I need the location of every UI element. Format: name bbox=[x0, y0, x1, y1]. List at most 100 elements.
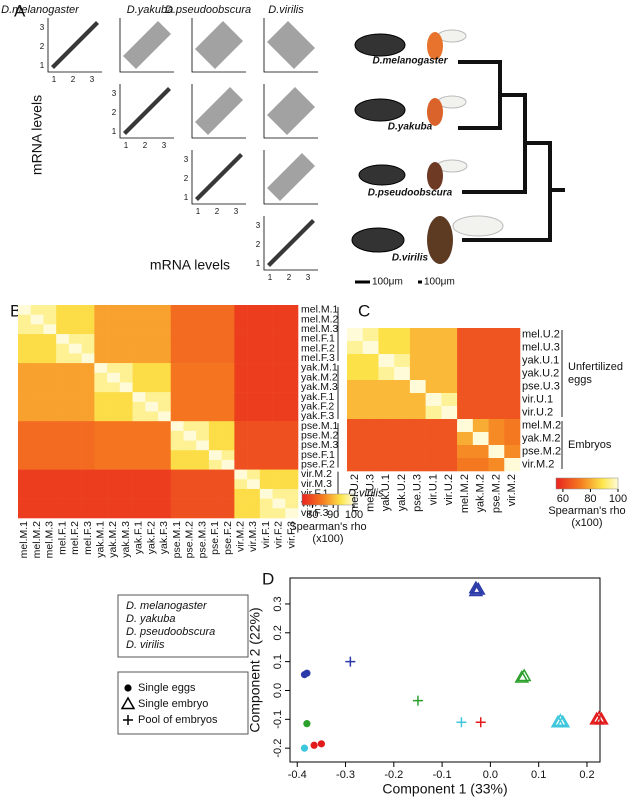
heat-cell bbox=[362, 432, 379, 446]
heat-cell bbox=[132, 469, 146, 480]
scale-bar-label: 100μm bbox=[372, 277, 403, 288]
heat-cell bbox=[94, 411, 108, 422]
tick-label: 1 bbox=[40, 61, 45, 70]
heat-cell bbox=[394, 432, 411, 446]
heat-cell bbox=[488, 419, 505, 433]
heat-cell bbox=[234, 469, 248, 480]
heat-cell bbox=[158, 392, 172, 403]
legend-entry: D. pseudoobscura bbox=[126, 626, 215, 638]
heat-cell bbox=[107, 392, 121, 403]
heat-cell bbox=[208, 469, 222, 480]
heat-cell bbox=[43, 411, 57, 422]
heat-cell bbox=[145, 363, 159, 374]
heat-cell bbox=[119, 411, 133, 422]
heat-cell bbox=[247, 353, 261, 364]
row-label: yak.F.2 bbox=[301, 400, 334, 412]
heat-cell bbox=[221, 459, 235, 470]
heat-cell bbox=[68, 498, 82, 509]
heat-cell bbox=[30, 498, 44, 509]
heat-cell bbox=[132, 392, 146, 403]
scatter-axes bbox=[191, 150, 246, 205]
legend-symbol bbox=[124, 684, 132, 692]
heat-cell bbox=[132, 498, 146, 509]
heat-cell bbox=[56, 440, 70, 451]
heat-cell bbox=[409, 380, 426, 394]
heat-cell bbox=[183, 343, 197, 354]
heat-cell bbox=[196, 343, 210, 354]
tick-label: 1 bbox=[256, 259, 261, 268]
species-label: D.pseudoobscura bbox=[368, 188, 453, 199]
heat-cell bbox=[285, 421, 299, 432]
heat-cell bbox=[221, 430, 235, 441]
colorbar-tick-label: 60 bbox=[557, 493, 569, 505]
heat-cell bbox=[43, 421, 57, 432]
heat-cell bbox=[158, 450, 172, 461]
heat-cell bbox=[285, 411, 299, 422]
heat-cell bbox=[196, 488, 210, 499]
heat-cell bbox=[272, 440, 286, 451]
heat-cell bbox=[196, 459, 210, 470]
scatter-cloud bbox=[267, 21, 315, 69]
heat-cell bbox=[81, 488, 95, 499]
heat-cell bbox=[30, 440, 44, 451]
tick-label: 2 bbox=[40, 42, 45, 51]
heat-cell bbox=[234, 343, 248, 354]
heat-cell bbox=[43, 382, 57, 393]
heat-cell bbox=[285, 343, 299, 354]
colorbar-label: (x100) bbox=[312, 533, 343, 545]
heat-cell bbox=[488, 341, 505, 355]
heat-cell bbox=[394, 393, 411, 407]
row-label: yak.M.2 bbox=[522, 432, 561, 444]
heat-cell bbox=[208, 372, 222, 383]
heat-cell bbox=[394, 354, 411, 368]
heat-cell bbox=[68, 469, 82, 480]
heat-cell bbox=[56, 469, 70, 480]
heat-cell bbox=[94, 450, 108, 461]
heat-cell bbox=[362, 380, 379, 394]
heat-cell bbox=[94, 392, 108, 403]
colorbar-tick-label: 100 bbox=[345, 509, 363, 521]
heat-cell bbox=[119, 479, 133, 490]
heat-cell bbox=[234, 508, 248, 519]
heat-cell bbox=[30, 411, 44, 422]
heat-cell bbox=[409, 354, 426, 368]
heat-cell bbox=[68, 334, 82, 345]
heat-cell bbox=[18, 430, 32, 441]
row-label: mel.F.3 bbox=[301, 352, 335, 364]
heat-cell bbox=[132, 363, 146, 374]
x-tick-label: 0.0 bbox=[483, 769, 498, 781]
row-label: pse.U.3 bbox=[522, 380, 560, 392]
heat-cell bbox=[30, 353, 44, 364]
heat-cell bbox=[409, 341, 426, 355]
scatter-cloud bbox=[267, 219, 315, 267]
heat-cell bbox=[170, 411, 184, 422]
x-tick-label: 0.1 bbox=[531, 769, 546, 781]
row-label: mel.M.1 bbox=[301, 304, 339, 316]
heat-cell bbox=[285, 488, 299, 499]
heat-cell bbox=[158, 459, 172, 470]
heat-cell bbox=[259, 479, 273, 490]
column-label: pse.M.2 bbox=[184, 521, 196, 559]
heat-cell bbox=[81, 334, 95, 345]
heat-cell bbox=[81, 324, 95, 335]
heat-cell bbox=[30, 392, 44, 403]
heat-cell bbox=[68, 450, 82, 461]
heat-cell bbox=[56, 353, 70, 364]
heat-cell bbox=[158, 488, 172, 499]
heat-cell bbox=[425, 458, 442, 472]
heat-cell bbox=[107, 305, 121, 315]
heat-cell bbox=[247, 363, 261, 374]
column-label: mel.M.1 bbox=[18, 521, 30, 559]
heat-cell bbox=[81, 401, 95, 412]
heat-cell bbox=[170, 392, 184, 403]
heat-cell bbox=[145, 382, 159, 393]
heat-cell bbox=[170, 421, 184, 432]
heat-cell bbox=[43, 450, 57, 461]
heat-cell bbox=[272, 421, 286, 432]
heat-cell bbox=[272, 334, 286, 345]
column-label: pse.M.1 bbox=[171, 521, 183, 559]
heat-cell bbox=[68, 314, 82, 325]
legend-box bbox=[117, 594, 249, 658]
heat-cell bbox=[247, 343, 261, 354]
heat-cell bbox=[183, 372, 197, 383]
